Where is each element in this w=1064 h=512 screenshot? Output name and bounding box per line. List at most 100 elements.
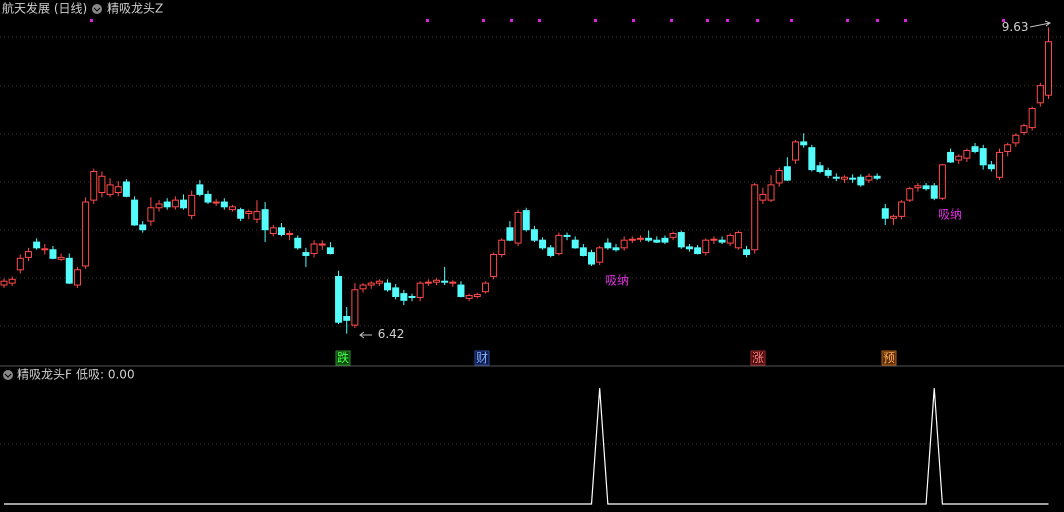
candle-body <box>294 237 302 249</box>
candle-body <box>987 164 995 170</box>
min-arrow <box>359 331 372 339</box>
candle-body <box>498 239 506 256</box>
candle-body <box>82 201 90 267</box>
candle-body <box>457 284 465 297</box>
candle-body <box>685 246 693 250</box>
candle-body <box>800 141 808 146</box>
candle-body <box>530 229 538 241</box>
candle-body <box>49 249 57 259</box>
candle-body <box>481 282 489 293</box>
signal-dot <box>790 19 793 22</box>
candle-body <box>1044 41 1052 96</box>
candle-body <box>326 247 334 255</box>
candle-body <box>588 252 596 265</box>
annotation: 吸纳 <box>938 208 962 222</box>
signal-dot <box>510 19 513 22</box>
candle-body <box>441 280 449 283</box>
candle-body <box>98 175 106 193</box>
candle-body <box>228 206 236 211</box>
candle-body <box>16 257 24 271</box>
candle-body <box>196 184 204 195</box>
candle-body <box>359 284 367 290</box>
candle-body <box>490 254 498 277</box>
candle-body <box>220 201 228 208</box>
candle-body <box>65 257 73 284</box>
candle-body <box>792 141 800 161</box>
candle-body <box>955 155 963 161</box>
signal-dot <box>846 19 849 22</box>
candle-body <box>269 227 277 235</box>
candle-body <box>261 209 269 231</box>
event-badge[interactable] <box>750 350 766 366</box>
candle-body <box>996 151 1004 178</box>
indicator-icon[interactable] <box>3 370 13 380</box>
chevron <box>4 373 12 378</box>
candle-body <box>620 239 628 249</box>
candle-body <box>661 237 669 243</box>
candle-body <box>1028 108 1036 129</box>
candle-body <box>555 234 563 255</box>
candle-body <box>775 170 783 184</box>
candle-body <box>392 287 400 297</box>
candle-body <box>743 249 751 256</box>
candle-body <box>783 166 791 181</box>
indicator-icon[interactable] <box>92 4 102 14</box>
event-label: 预 <box>883 351 895 365</box>
candle-body <box>212 201 220 204</box>
candle-body <box>898 201 906 217</box>
signal-dot <box>756 19 759 22</box>
candle-body <box>424 281 432 284</box>
signal-dot <box>482 19 485 22</box>
candle-body <box>571 239 579 249</box>
candle-body <box>612 247 620 251</box>
candle-body <box>122 181 130 197</box>
candle-body <box>947 151 955 163</box>
candle-body <box>971 146 979 152</box>
chevron <box>93 7 101 12</box>
max-arrow <box>1029 20 1052 28</box>
candle-body <box>408 295 416 298</box>
candle-body <box>522 210 530 231</box>
candle-body <box>155 203 163 209</box>
candle-body <box>204 193 212 203</box>
candle-body <box>759 193 767 201</box>
candle-body <box>547 247 555 256</box>
candle-body <box>506 227 514 241</box>
candle-body <box>669 233 677 238</box>
candle-body <box>180 199 188 209</box>
candle-body <box>808 147 816 171</box>
candle-body <box>751 184 759 251</box>
candle-body <box>881 208 889 219</box>
candle-body <box>604 242 612 249</box>
candle-body <box>384 282 392 291</box>
event-badge[interactable] <box>335 350 351 366</box>
candle-body <box>963 150 971 159</box>
candle-body <box>237 209 245 219</box>
event-badge[interactable] <box>881 350 897 366</box>
candle-body <box>1020 125 1028 133</box>
candle-body <box>171 199 179 208</box>
candle-body <box>628 238 636 241</box>
candle-body <box>865 175 873 181</box>
signal-dots <box>90 19 1005 22</box>
candle-body <box>1036 85 1044 104</box>
candle-body <box>914 185 922 189</box>
candle-body <box>653 239 661 243</box>
candle-body <box>1004 144 1012 152</box>
candle-body <box>139 224 147 231</box>
panel-title: 精吸龙头F <box>17 368 72 382</box>
annotation: 吸纳 <box>605 274 629 288</box>
signal-dot <box>904 19 907 22</box>
event-badge[interactable] <box>474 350 490 366</box>
candle-body <box>114 186 122 193</box>
candle-body <box>645 237 653 241</box>
candle-body <box>677 232 685 248</box>
candle-body <box>849 177 857 180</box>
candle-body <box>694 247 702 255</box>
candle-body <box>734 232 742 249</box>
indicator-name[interactable]: 精吸龙头Z <box>107 2 163 16</box>
max-label: 9.63 <box>1002 20 1029 34</box>
candle-body <box>90 171 98 201</box>
candle-body <box>277 227 285 235</box>
